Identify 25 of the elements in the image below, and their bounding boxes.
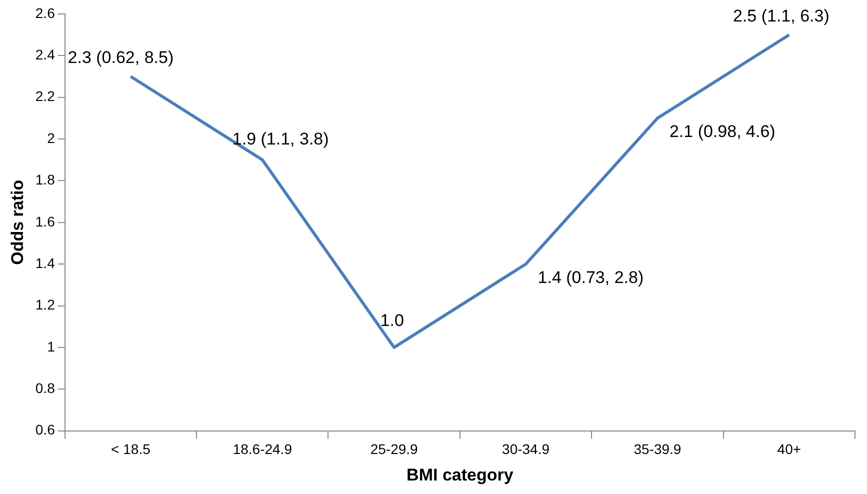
y-tick-label: 1.2	[35, 296, 56, 313]
x-axis-title: BMI category	[406, 465, 514, 484]
y-tick-label: 2.6	[35, 4, 56, 21]
y-tick-label: 2	[47, 130, 56, 146]
x-tick-label: 30-34.9	[502, 441, 550, 458]
y-tick-label: 1	[47, 338, 56, 354]
y-tick-label: 1.6	[35, 213, 56, 230]
data-label: 1.4 (0.73, 2.8)	[538, 268, 644, 287]
y-tick-label: 1.8	[35, 172, 56, 188]
data-label: 1.9 (1.1, 3.8)	[232, 130, 329, 149]
y-tick-label: 2.4	[35, 46, 56, 63]
x-tick-label: 18.6-24.9	[232, 441, 292, 458]
data-label: 2.1 (0.98, 4.6)	[669, 122, 776, 141]
y-tick-label: 0.8	[35, 380, 56, 396]
y-axis-title: Odds ratio	[8, 180, 27, 265]
data-label: 2.3 (0.62, 8.5)	[68, 48, 174, 68]
data-label: 1.0	[380, 311, 404, 330]
y-tick-label: 0.6	[35, 422, 56, 438]
data-label: 2.5 (1.1, 6.3)	[732, 6, 830, 26]
y-tick-label: 2.2	[35, 88, 56, 104]
x-tick-label: 25-29.9	[370, 441, 418, 458]
x-tick-label: < 18.5	[111, 441, 151, 458]
x-tick-label: 35-39.9	[634, 441, 682, 458]
y-tick-label: 1.4	[35, 254, 56, 271]
x-tick-label: 40+	[777, 441, 802, 458]
